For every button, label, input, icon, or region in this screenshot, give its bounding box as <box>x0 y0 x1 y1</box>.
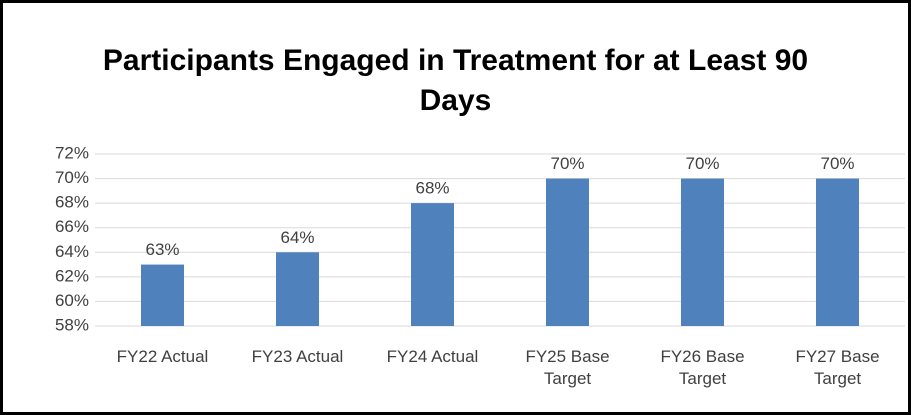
y-tick-label: 72% <box>55 143 89 162</box>
data-label: 64% <box>280 228 314 247</box>
y-tick-label: 70% <box>55 168 89 187</box>
bar <box>681 178 724 326</box>
y-tick-label: 60% <box>55 291 89 310</box>
y-tick-label: 68% <box>55 193 89 212</box>
bar <box>411 203 454 326</box>
bar <box>546 178 589 326</box>
chart-title: Participants Engaged in Treatment for at… <box>102 44 809 117</box>
y-tick-label: 62% <box>55 266 89 285</box>
x-tick-label: FY26 Base Target <box>660 347 745 388</box>
y-tick-label: 66% <box>55 217 89 236</box>
y-tick-label: 64% <box>55 242 89 261</box>
data-label: 70% <box>820 154 854 173</box>
bar <box>276 252 319 326</box>
x-tick-label: FY24 Actual <box>386 347 479 366</box>
x-tick-label: FY25 Base Target <box>525 347 610 388</box>
data-label: 68% <box>415 179 449 198</box>
bar <box>816 178 859 326</box>
data-label: 70% <box>685 154 719 173</box>
y-tick-label: 58% <box>55 315 89 334</box>
data-label: 70% <box>550 154 584 173</box>
x-tick-label: FY23 Actual <box>251 347 344 366</box>
bar <box>141 264 184 326</box>
x-tick-label: FY22 Actual <box>116 347 209 366</box>
plot: 58% 60% 62% 64% 66% 68% 70% 72% 63% 64% 68% 70% 70% 7… <box>55 143 905 334</box>
x-tick-label: FY27 Base Target <box>795 347 880 388</box>
data-label: 63% <box>145 240 179 259</box>
